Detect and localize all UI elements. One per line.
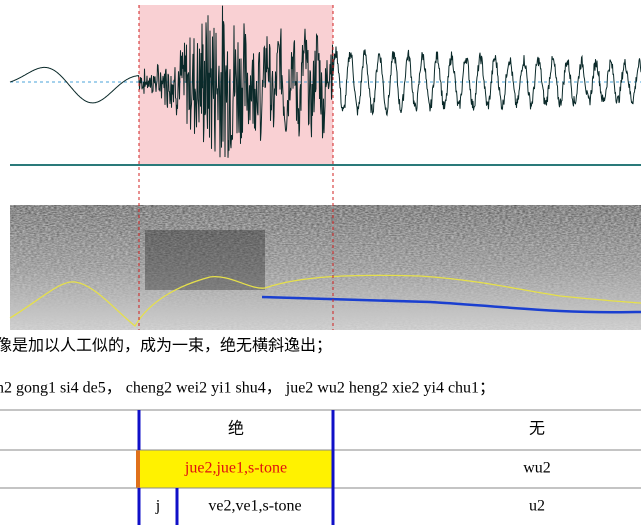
interval-label[interactable]: ve2,ve1,s-tone	[208, 498, 301, 515]
intensity-curve	[9, 274, 641, 327]
hanzi-line: 像是加以人工似的，成为一束，绝无横斜逸出；	[0, 337, 332, 355]
interval-edge	[136, 450, 140, 488]
selected-interval[interactable]	[139, 450, 333, 488]
interval-label[interactable]: u2	[529, 498, 545, 515]
interval-label[interactable]: 无	[529, 421, 545, 438]
pinyin-line: n2 gong1 si4 de5， cheng2 wei2 yi1 shu4， …	[0, 380, 495, 397]
interval-label[interactable]: 绝	[228, 420, 244, 438]
interval-label[interactable]: wu2	[523, 460, 551, 477]
spectrogram-burst	[145, 230, 265, 290]
waveform	[9, 5, 641, 158]
interval-label[interactable]: j	[155, 498, 160, 515]
interval-label[interactable]: jue2,jue1,s-tone	[184, 460, 287, 477]
pitch-curve	[261, 295, 641, 314]
